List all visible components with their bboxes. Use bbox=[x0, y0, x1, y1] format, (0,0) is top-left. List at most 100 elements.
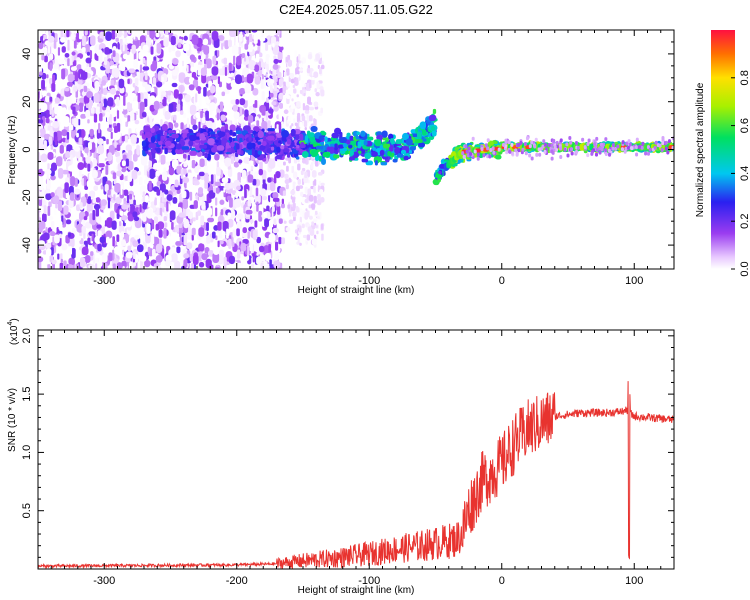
spectrogram-cell bbox=[213, 246, 220, 256]
spectrogram-cell bbox=[99, 236, 106, 244]
spectrogram-cell bbox=[96, 128, 102, 140]
spectrogram-cell bbox=[235, 99, 240, 105]
spectrogram-cell bbox=[89, 49, 93, 60]
spectrogram-cell bbox=[281, 237, 286, 245]
spectrogram-cell bbox=[300, 142, 305, 149]
spectrogram-cell bbox=[297, 112, 301, 119]
spectrogram-cell bbox=[253, 159, 256, 166]
spectrogram-cell bbox=[197, 210, 201, 216]
spectrogram-cell bbox=[71, 51, 76, 56]
spectrogram-cell bbox=[173, 122, 179, 128]
spectrogram-cell bbox=[88, 264, 96, 269]
spectrogram-cell bbox=[188, 129, 193, 133]
spectrogram-cell bbox=[315, 145, 324, 150]
spectrogram-cell bbox=[65, 219, 72, 225]
spectrogram-cell bbox=[313, 71, 319, 79]
spectrogram-cell bbox=[380, 161, 388, 166]
spectrogram-cell bbox=[111, 220, 117, 230]
spectrogram-cell bbox=[122, 53, 128, 60]
spectrogram-cell bbox=[264, 218, 269, 228]
spectrogram-cell bbox=[206, 222, 209, 232]
spectrogram-cell bbox=[306, 67, 311, 74]
spectrogram-cell bbox=[79, 168, 82, 177]
spectrogram-cell bbox=[283, 109, 289, 115]
spectrogram-cell bbox=[113, 67, 120, 78]
spectrogram-cell bbox=[159, 207, 163, 218]
spectrogram-cell bbox=[68, 232, 71, 237]
spectrogram-cell bbox=[173, 114, 177, 121]
spectrogram-cell bbox=[121, 204, 128, 210]
spectrogram-cell bbox=[67, 73, 75, 83]
spectrogram-cell bbox=[41, 54, 45, 61]
spectrogram-cell bbox=[142, 57, 146, 64]
spectrogram-cell bbox=[46, 174, 49, 182]
spectrogram-cell bbox=[112, 46, 117, 51]
spectrogram-cell bbox=[202, 38, 209, 46]
spectrogram-cell bbox=[182, 186, 185, 195]
spectrogram-cell bbox=[77, 162, 85, 170]
spectrogram-cell bbox=[261, 170, 267, 180]
spectrogram-cell bbox=[132, 240, 139, 247]
spectrogram-cell bbox=[107, 189, 111, 196]
spectrogram-cell bbox=[247, 114, 254, 123]
spectrogram-cell bbox=[586, 153, 590, 158]
spectrogram-cell bbox=[54, 136, 58, 146]
spectrogram-cell bbox=[586, 141, 590, 146]
spectrogram-cell bbox=[248, 133, 252, 142]
spectrogram-cell bbox=[211, 74, 218, 81]
spectrogram-cell bbox=[356, 131, 360, 136]
spectrogram-cell bbox=[432, 108, 437, 114]
spectrogram-cell bbox=[220, 209, 224, 216]
spectrogram-cell bbox=[127, 171, 133, 183]
spectrogram-cell bbox=[194, 263, 197, 269]
spectrogram-cell bbox=[105, 31, 112, 41]
spectrogram-cell bbox=[296, 94, 299, 98]
spectrogram-cell bbox=[162, 191, 165, 203]
spectrogram-cell bbox=[78, 30, 83, 40]
spectrogram-cell bbox=[189, 104, 197, 115]
spectrogram-cell bbox=[251, 148, 255, 156]
spectrogram-cell bbox=[98, 163, 105, 168]
spectrogram-cell bbox=[155, 243, 163, 253]
spectrogram-cell bbox=[238, 37, 243, 42]
spectrogram-cell bbox=[223, 187, 226, 193]
spectrogram-cell bbox=[294, 50, 297, 58]
spectrogram-cell bbox=[187, 211, 194, 220]
spectrogram-cell bbox=[218, 230, 223, 239]
spectrogram-cell bbox=[277, 51, 283, 61]
spectrogram-cell bbox=[230, 156, 234, 164]
spectrogram-cell bbox=[471, 136, 475, 141]
spectrogram-cell bbox=[47, 125, 51, 131]
spectrogram-cell bbox=[310, 162, 314, 170]
spectrogram-cell bbox=[257, 93, 262, 101]
spectrogram-cell bbox=[42, 250, 47, 255]
spectrogram-cell bbox=[334, 143, 338, 151]
spectrogram-cell bbox=[171, 221, 174, 230]
spectrogram-cell bbox=[304, 186, 308, 194]
spectrogram-cell bbox=[286, 94, 291, 100]
spectrogram-cell bbox=[492, 150, 496, 155]
spectrogram-cell bbox=[243, 57, 247, 62]
spectrogram-cell bbox=[140, 259, 144, 269]
spectrogram-cell bbox=[230, 99, 237, 105]
spectrogram-cell bbox=[149, 95, 156, 101]
spectrogram-cell bbox=[39, 89, 42, 99]
spectrogram-cell bbox=[78, 211, 86, 222]
spectrogram-cell bbox=[192, 79, 199, 88]
spectrogram-cell bbox=[186, 229, 192, 240]
spectrogram-cell bbox=[307, 226, 312, 232]
spectrogram-cell bbox=[515, 151, 519, 156]
spectrogram-cell bbox=[301, 159, 307, 164]
spectrogram-cell bbox=[400, 149, 407, 155]
spectrogram-cell bbox=[570, 151, 574, 156]
spectrogram-cell bbox=[83, 85, 88, 93]
spectrogram-cell bbox=[43, 232, 50, 241]
spectrogram-cell bbox=[69, 192, 75, 201]
spectrogram-cell bbox=[47, 215, 54, 221]
spectrogram-cell bbox=[50, 220, 55, 230]
spectrogram-cell bbox=[212, 174, 216, 184]
spectrogram-cell bbox=[278, 111, 283, 122]
spectrogram-cell bbox=[183, 162, 188, 168]
spectrogram-cell bbox=[113, 132, 121, 141]
spectrogram-cell bbox=[273, 174, 277, 184]
